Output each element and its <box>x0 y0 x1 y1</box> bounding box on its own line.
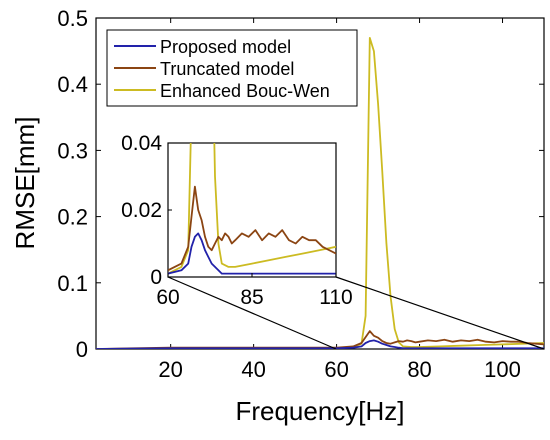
y-tick-label: 0 <box>76 337 88 362</box>
zoom-connectors <box>167 276 545 350</box>
inset-plot-frame <box>167 142 337 278</box>
y-tick-label: 0.3 <box>57 138 88 163</box>
zoom-connector-left <box>167 276 337 350</box>
legend-label-bouc-wen: Enhanced Bouc-Wen <box>160 81 330 101</box>
inset-x-tick-label: 60 <box>156 286 179 309</box>
y-tick-label: 0.5 <box>57 6 88 31</box>
inset-y-tick-label: 0.04 <box>121 132 162 155</box>
inset-series-line-truncated <box>168 185 336 272</box>
y-tick-label: 0.2 <box>57 205 88 230</box>
inset-x-tick-label: 85 <box>240 286 263 309</box>
inset-series-line-bouc-wen <box>168 143 336 275</box>
inset-y-tick-label: 0.02 <box>121 199 162 222</box>
inset-series-lines <box>168 143 336 275</box>
legend-label-truncated: Truncated model <box>160 59 294 79</box>
x-tick-label: 100 <box>484 357 521 382</box>
x-tick-label: 60 <box>324 357 348 382</box>
inset-series-line-proposed <box>168 232 336 275</box>
x-tick-label: 40 <box>241 357 265 382</box>
inset-ticks: 60 85 110 0 0.02 0.04 <box>121 132 353 309</box>
series-line-truncated <box>96 330 544 349</box>
legend: Proposed model Truncated model Enhanced … <box>106 29 358 107</box>
inset-x-tick-label: 110 <box>319 286 352 309</box>
series-line-proposed <box>96 339 544 349</box>
x-tick-label: 20 <box>158 357 182 382</box>
y-tick-label: 0.1 <box>57 271 88 296</box>
legend-label-proposed: Proposed model <box>160 37 291 57</box>
main-ticks: 20 40 60 80 100 0 0.1 0.2 0.3 0.4 0.5 <box>57 6 544 382</box>
zoom-connector-right <box>335 276 545 350</box>
x-axis-label: Frequency[Hz] <box>235 396 404 426</box>
y-tick-label: 0.4 <box>57 72 88 97</box>
y-axis-label: RMSE[mm] <box>10 117 40 250</box>
inset-y-tick-label: 0 <box>150 266 162 289</box>
main-series-lines <box>96 37 544 349</box>
inset-plot: 60 85 110 0 0.02 0.04 <box>121 132 353 309</box>
x-tick-label: 80 <box>407 357 431 382</box>
